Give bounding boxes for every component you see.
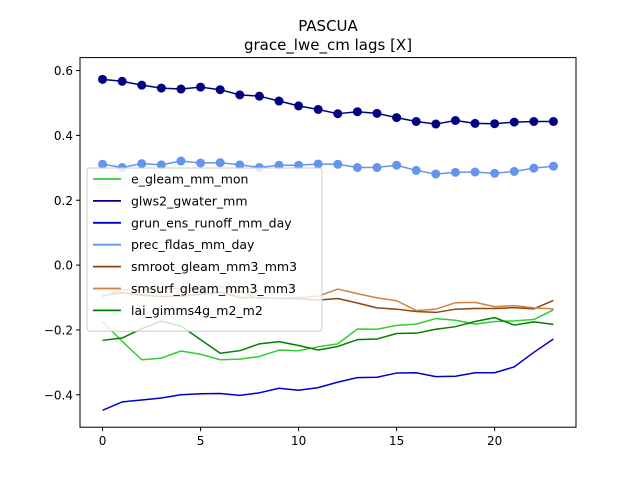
legend-label: e_gleam_mm_mon: [131, 172, 248, 187]
x-tick-label: 5: [197, 434, 205, 448]
data-point: [411, 165, 421, 175]
data-point: [450, 167, 460, 177]
data-point: [333, 109, 343, 119]
plot-area: [98, 74, 558, 412]
y-tick-label: 0.6: [54, 64, 73, 78]
data-point: [490, 168, 500, 178]
data-point: [235, 160, 245, 170]
x-tick-label: 10: [291, 434, 306, 448]
data-point: [313, 104, 323, 114]
data-point: [470, 118, 480, 128]
data-point: [117, 76, 127, 86]
data-point: [196, 82, 206, 92]
data-point: [98, 74, 108, 84]
series-prec_fldas_mm_day: [98, 156, 558, 179]
data-point: [313, 159, 323, 169]
x-tick-label: 20: [487, 434, 502, 448]
data-point: [450, 116, 460, 125]
data-point: [215, 158, 225, 168]
y-tick-label: −0.4: [44, 388, 73, 402]
data-point: [333, 159, 343, 169]
data-point: [529, 116, 539, 126]
axes-frame: [79, 57, 577, 428]
data-point: [411, 116, 421, 126]
legend-label: grun_ens_runoff_mm_day: [131, 215, 292, 230]
data-point: [176, 156, 186, 166]
data-point: [470, 167, 480, 177]
data-point: [490, 119, 500, 129]
data-point: [509, 117, 519, 127]
chart-subtitle: grace_lwe_cm lags [X]: [244, 36, 412, 55]
legend: e_gleam_mm_mon glws2_gwater_mm grun_ens_ru…: [86, 167, 323, 332]
legend-box: [86, 167, 323, 332]
data-point: [254, 91, 264, 101]
data-point: [235, 90, 245, 100]
legend-label: prec_fldas_mm_day: [131, 237, 255, 252]
legend-label: smroot_gleam_mm3_mm3: [131, 259, 297, 274]
series-grun_ens_runoff_mm_day: [102, 338, 554, 412]
axis-ticks: 0 5 10 15 20 −0.4 −0.2 0.0 0.2 0.4 0.6: [44, 64, 502, 448]
y-tick-label: −0.2: [44, 323, 73, 337]
x-tick-label: 0: [99, 434, 107, 448]
data-point: [431, 169, 441, 179]
data-point: [509, 166, 519, 176]
data-point: [156, 160, 166, 170]
y-tick-label: 0.2: [54, 194, 73, 208]
series-e_gleam_mm_mon: [102, 309, 554, 361]
data-point: [215, 85, 225, 95]
data-point: [352, 107, 362, 117]
data-point: [392, 113, 402, 123]
data-point: [352, 163, 362, 173]
data-point: [274, 96, 284, 106]
data-point: [196, 158, 206, 168]
data-point: [274, 160, 284, 170]
legend-label: glws2_gwater_mm: [131, 193, 248, 208]
data-point: [431, 119, 441, 129]
data-point: [156, 83, 166, 93]
y-tick-label: 0.0: [54, 259, 73, 273]
data-point: [137, 159, 147, 169]
data-point: [529, 163, 539, 173]
series-glws2_gwater_mm: [98, 74, 558, 129]
series-line: [102, 338, 554, 412]
legend-label: smsurf_gleam_mm3_mm3: [131, 281, 296, 296]
data-point: [294, 160, 304, 170]
data-point: [137, 80, 147, 90]
chart-title: PASCUA: [298, 17, 358, 35]
y-tick-label: 0.4: [54, 129, 73, 143]
x-tick-label: 15: [389, 434, 404, 448]
data-point: [392, 160, 402, 170]
data-point: [372, 108, 382, 118]
data-point: [548, 116, 558, 126]
data-point: [176, 84, 186, 94]
series-line: [102, 309, 554, 361]
data-point: [548, 161, 558, 171]
data-point: [294, 101, 304, 111]
data-point: [98, 159, 108, 169]
legend-label: lai_gimms4g_m2_m2: [131, 303, 263, 318]
data-point: [372, 163, 382, 173]
